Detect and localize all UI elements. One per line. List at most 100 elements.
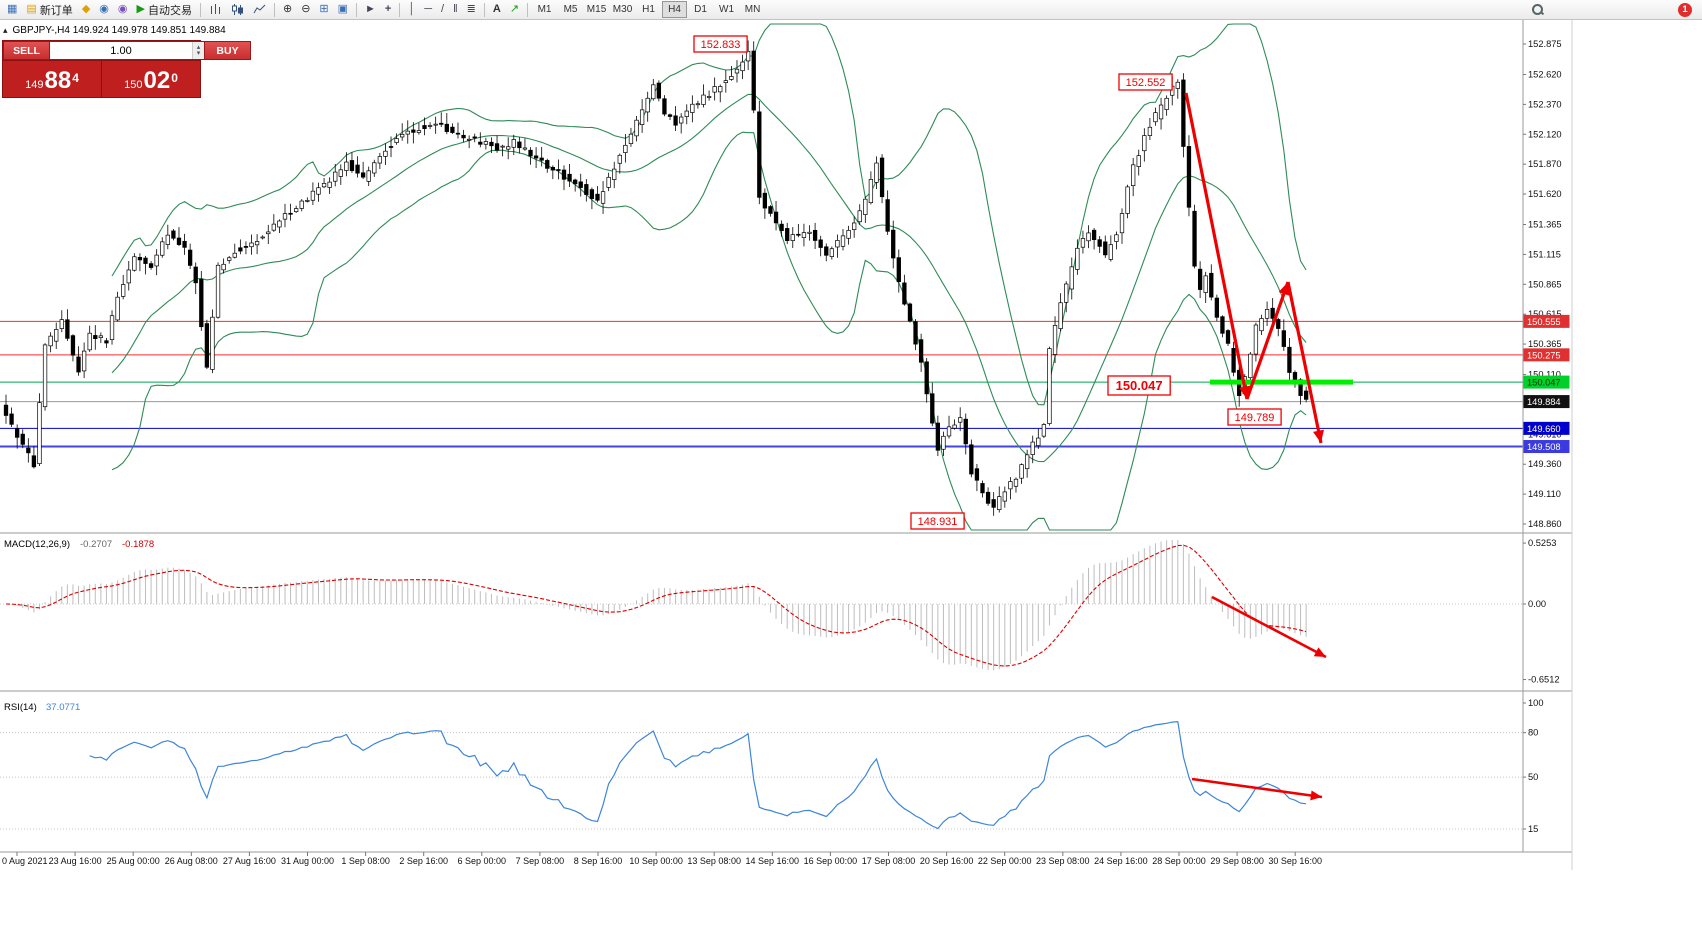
new-order-button[interactable]: ▤ 新订单 xyxy=(22,1,76,19)
sell-button[interactable]: SELL xyxy=(3,41,50,60)
fibonacci-icon: ≣ xyxy=(466,3,476,15)
auto-trading-label: 自动交易 xyxy=(147,4,192,17)
scripts-button[interactable]: ◉ xyxy=(114,1,132,19)
svg-text:17 Sep 08:00: 17 Sep 08:00 xyxy=(862,856,916,866)
svg-text:14 Sep 16:00: 14 Sep 16:00 xyxy=(746,856,800,866)
channel-tool-button[interactable]: ‖ xyxy=(449,1,462,19)
alerts-button[interactable]: ◆ xyxy=(78,1,94,19)
crosshair-tool-button[interactable]: + xyxy=(381,1,395,19)
time-axis-labels: 0 Aug 2021 23 Aug 16:00 25 Aug 00:00 26 Aug… xyxy=(2,852,1322,866)
sell-price[interactable]: 149 88 4 xyxy=(3,61,102,97)
bar-chart-type-button[interactable] xyxy=(205,1,226,19)
expert-advisors-button[interactable]: ◉ xyxy=(95,1,113,19)
timeframe-m5[interactable]: M5 xyxy=(558,1,583,18)
zoom-out-icon: ⊖ xyxy=(301,3,311,15)
horizontal-line-tool-button[interactable]: ─ xyxy=(420,1,436,19)
one-click-collapse-icon[interactable]: ▴ xyxy=(3,25,8,35)
sell-price-sup: 4 xyxy=(72,71,79,85)
svg-text:149.508: 149.508 xyxy=(1527,442,1561,452)
volume-up-icon[interactable]: ▴ xyxy=(196,43,201,51)
sell-price-big: 88 xyxy=(44,67,72,94)
svg-text:6 Sep 00:00: 6 Sep 00:00 xyxy=(458,856,507,866)
svg-text:29 Sep 08:00: 29 Sep 08:00 xyxy=(1210,856,1264,866)
svg-text:28 Sep 00:00: 28 Sep 00:00 xyxy=(1152,856,1206,866)
timeframe-h4[interactable]: H4 xyxy=(662,1,688,18)
fibonacci-tool-button[interactable]: ≣ xyxy=(463,1,480,19)
timeframe-m1[interactable]: M1 xyxy=(532,1,557,18)
candlestick-chart-icon xyxy=(231,4,243,15)
toolbar-separator xyxy=(399,2,401,17)
buy-price-big: 02 xyxy=(143,67,171,94)
svg-text:152.552: 152.552 xyxy=(1126,77,1166,89)
buy-button[interactable]: BUY xyxy=(204,41,251,60)
svg-text:149.789: 149.789 xyxy=(1235,412,1275,424)
zoom-out-button[interactable]: ⊖ xyxy=(297,1,314,19)
svg-text:50: 50 xyxy=(1528,772,1538,782)
vertical-line-tool-button[interactable]: │ xyxy=(404,1,419,19)
svg-text:2 Sep 16:00: 2 Sep 16:00 xyxy=(399,856,448,866)
buy-price[interactable]: 150 02 0 xyxy=(102,61,200,97)
svg-text:150.365: 150.365 xyxy=(1528,339,1562,349)
timeframe-d1[interactable]: D1 xyxy=(688,1,713,18)
svg-text:150.110: 150.110 xyxy=(1528,370,1561,380)
bar-chart-icon xyxy=(210,4,220,14)
one-click-top-row: SELL ▴ ▾ BUY xyxy=(3,41,251,61)
price-axis-labels: 152.875 152.620 152.370 152.120 151.870 151.6… xyxy=(1523,39,1562,529)
tile-windows-button[interactable]: ⊞ xyxy=(315,1,332,19)
notification-badge[interactable]: 1 xyxy=(1678,2,1692,17)
auto-trading-button[interactable]: ▶ 自动交易 xyxy=(133,1,196,19)
svg-text:-0.6512: -0.6512 xyxy=(1528,675,1560,685)
new-chart-button[interactable]: ▦ xyxy=(3,1,21,19)
svg-text:152.120: 152.120 xyxy=(1528,129,1562,139)
trendline-tool-button[interactable]: / xyxy=(437,1,448,19)
arrows-tool-button[interactable]: ↗ xyxy=(506,1,523,19)
zoom-in-button[interactable]: ⊕ xyxy=(279,1,296,19)
line-chart-type-button[interactable] xyxy=(249,1,270,19)
svg-text:37.0771: 37.0771 xyxy=(46,702,80,713)
text-tool-button[interactable]: A xyxy=(489,1,505,19)
timeframe-m30[interactable]: M30 xyxy=(610,1,635,18)
svg-text:151.115: 151.115 xyxy=(1528,249,1561,259)
svg-text:152.833: 152.833 xyxy=(701,39,741,51)
cascade-windows-button[interactable]: ▣ xyxy=(334,1,352,19)
svg-text:16 Sep 00:00: 16 Sep 00:00 xyxy=(804,856,858,866)
timeframe-mn[interactable]: MN xyxy=(740,1,765,18)
candle-chart-type-button[interactable] xyxy=(227,1,248,19)
volume-down-icon[interactable]: ▾ xyxy=(196,49,201,57)
svg-text:20 Sep 16:00: 20 Sep 16:00 xyxy=(920,856,974,866)
symbol-ohlc-header: ▴ GBPJPY-,H4 149.924 149.978 149.851 149… xyxy=(3,25,226,36)
svg-text:10 Sep 00:00: 10 Sep 00:00 xyxy=(629,856,683,866)
svg-text:26 Aug 08:00: 26 Aug 08:00 xyxy=(165,856,218,866)
svg-text:1 Sep 08:00: 1 Sep 08:00 xyxy=(341,856,390,866)
timeframe-group: M1 M5 M15 M30 H1 H4 D1 W1 MN xyxy=(532,1,765,18)
cursor-tool-button[interactable]: ► xyxy=(361,1,380,19)
svg-text:152.875: 152.875 xyxy=(1528,39,1562,49)
svg-text:151.870: 151.870 xyxy=(1528,159,1562,169)
crosshair-icon: + xyxy=(384,3,392,15)
trend-arrow xyxy=(1211,595,1327,659)
zoom-in-icon: ⊕ xyxy=(282,3,293,15)
new-order-icon: ▤ xyxy=(26,3,37,15)
toolbar-separator xyxy=(273,2,275,17)
trend-arrow xyxy=(1286,281,1324,444)
svg-text:150.615: 150.615 xyxy=(1528,309,1562,319)
search-button[interactable] xyxy=(1527,1,1548,19)
volume-spinner: ▴ ▾ xyxy=(192,42,204,59)
svg-text:30 Sep 16:00: 30 Sep 16:00 xyxy=(1268,856,1322,866)
timeframe-h1[interactable]: H1 xyxy=(636,1,661,18)
svg-text:0 Aug 2021: 0 Aug 2021 xyxy=(2,856,48,866)
svg-text:13 Sep 08:00: 13 Sep 08:00 xyxy=(687,856,741,866)
timeframe-m15[interactable]: M15 xyxy=(584,1,609,18)
macd-histogram xyxy=(11,540,1307,671)
svg-text:100: 100 xyxy=(1528,698,1544,708)
svg-text:151.365: 151.365 xyxy=(1528,220,1562,230)
svg-text:149.110: 149.110 xyxy=(1528,489,1561,499)
svg-text:150.047: 150.047 xyxy=(1116,378,1163,393)
one-click-trading-panel: SELL ▴ ▾ BUY 149 88 4 150 02 0 xyxy=(2,40,251,98)
volume-input[interactable] xyxy=(50,42,192,59)
timeframe-w1[interactable]: W1 xyxy=(714,1,739,18)
trend-arrow xyxy=(1245,281,1290,400)
rsi-line xyxy=(89,721,1307,830)
price-annotations: 152.833 152.552 150.047 149.789 148.931 xyxy=(693,35,1282,530)
